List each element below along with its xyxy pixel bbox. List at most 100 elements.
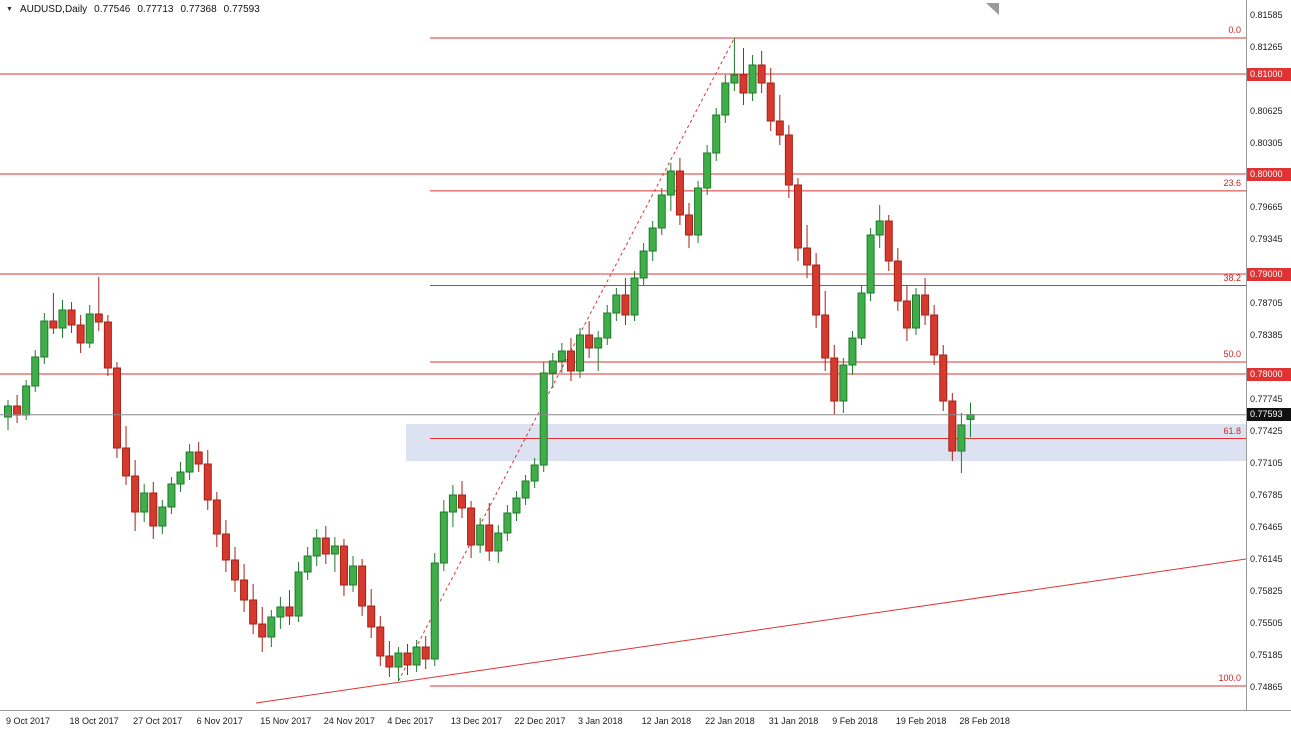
candle — [621, 278, 630, 325]
price-level-badge: 0.81000 — [1247, 67, 1291, 81]
candle — [231, 547, 239, 592]
price-tick-label: 0.76785 — [1250, 489, 1283, 500]
current-price-badge: 0.77593 — [1247, 408, 1291, 422]
chart-area[interactable]: ▼ AUDUSD,Daily 0.77546 0.77713 0.77368 0… — [0, 0, 1246, 710]
candle — [276, 597, 285, 629]
date-label: 4 Dec 2017 — [387, 716, 434, 726]
candle — [803, 225, 812, 278]
candle — [458, 481, 466, 518]
candle — [566, 338, 575, 381]
ohlc-readout: ▼ AUDUSD,Daily 0.77546 0.77713 0.77368 0… — [6, 4, 260, 15]
date-label: 9 Oct 2017 — [6, 716, 51, 726]
candle — [439, 500, 448, 571]
candle — [848, 331, 857, 375]
candle — [303, 547, 312, 580]
price-level-badge: 0.78000 — [1247, 367, 1291, 381]
price-tick-label: 0.78705 — [1250, 297, 1283, 308]
candle — [376, 616, 385, 666]
candle — [22, 380, 31, 420]
chart-shift-marker-icon[interactable] — [986, 3, 999, 15]
candle — [548, 353, 557, 388]
price-tick-label: 0.77745 — [1250, 393, 1283, 404]
date-label: 22 Jan 2018 — [705, 716, 755, 726]
candle — [158, 500, 167, 534]
candle — [448, 485, 457, 527]
price-tick-label: 0.78385 — [1250, 329, 1283, 340]
quote-high: 0.77713 — [137, 4, 174, 15]
candle — [712, 108, 721, 161]
price-tick-label: 0.81585 — [1250, 9, 1283, 20]
price-tick-label: 0.80625 — [1250, 105, 1283, 116]
date-axis[interactable]: 9 Oct 2017 18 Oct 2017 27 Oct 2017 6 Nov 20… — [0, 710, 1291, 733]
price-axis[interactable]: 0.81585 0.81265 0.80625 0.80305 0.79665 0.793… — [1246, 0, 1291, 710]
date-label: 28 Feb 2018 — [959, 716, 1010, 726]
date-label: 9 Feb 2018 — [832, 716, 878, 726]
date-label: 6 Nov 2017 — [196, 716, 243, 726]
date-label: 27 Oct 2017 — [133, 716, 183, 726]
candle — [857, 285, 866, 345]
candle — [467, 501, 476, 558]
candle — [948, 393, 957, 461]
candle — [67, 302, 76, 333]
price-tick-label: 0.79345 — [1250, 233, 1283, 244]
candle — [249, 584, 258, 634]
candle — [285, 590, 294, 625]
candle — [793, 178, 802, 261]
date-label: 19 Feb 2018 — [895, 716, 947, 726]
candle — [503, 505, 512, 541]
candle — [675, 158, 684, 225]
price-tick-label: 0.81265 — [1250, 41, 1283, 52]
candle — [748, 55, 757, 101]
candle — [875, 205, 884, 248]
candle — [194, 442, 203, 472]
candle — [240, 564, 249, 612]
quote-low: 0.77368 — [180, 4, 217, 15]
highlight-band — [406, 424, 1246, 461]
fib-level-label: 0.0 — [1228, 25, 1241, 35]
candle — [412, 640, 421, 672]
price-level-badge: 0.80000 — [1247, 167, 1291, 181]
date-label: 22 Dec 2017 — [514, 716, 566, 726]
candle — [612, 288, 621, 321]
candle — [312, 529, 321, 566]
candle — [13, 395, 22, 423]
candle — [921, 278, 930, 325]
candle — [657, 188, 666, 235]
price-tick-label: 0.80305 — [1250, 137, 1283, 148]
candle — [912, 288, 920, 335]
candle — [94, 277, 103, 331]
candle — [131, 460, 140, 531]
candle — [694, 181, 703, 243]
fib-level-label: 38.2 — [1223, 272, 1241, 283]
candle — [576, 328, 585, 378]
candle — [367, 589, 376, 638]
fib-base-line[interactable] — [397, 37, 735, 682]
symbol-dropdown-icon[interactable]: ▼ — [6, 6, 13, 13]
candle — [258, 607, 267, 652]
date-label: 12 Jan 2018 — [641, 716, 692, 726]
candle — [394, 647, 403, 681]
candle — [58, 300, 67, 338]
candle — [957, 413, 966, 473]
candle — [330, 537, 339, 572]
chart-canvas[interactable] — [0, 0, 1246, 710]
candle — [176, 462, 185, 492]
candle — [103, 315, 112, 376]
candle — [784, 125, 793, 198]
trendline[interactable] — [255, 558, 1246, 704]
price-tick-label: 0.75185 — [1250, 649, 1283, 660]
fib-level-label: 23.6 — [1223, 177, 1241, 188]
symbol-period-label: AUDUSD,Daily — [19, 4, 88, 15]
date-label: 31 Jan 2018 — [768, 716, 819, 726]
candle — [403, 644, 412, 675]
candle — [902, 285, 911, 341]
candle — [893, 248, 902, 311]
candle — [603, 305, 612, 345]
candle — [512, 491, 521, 521]
price-tick-label: 0.75825 — [1250, 585, 1283, 596]
candle — [839, 358, 848, 413]
price-tick-label: 0.76465 — [1250, 521, 1283, 532]
candle — [385, 641, 394, 677]
candle — [930, 305, 939, 365]
